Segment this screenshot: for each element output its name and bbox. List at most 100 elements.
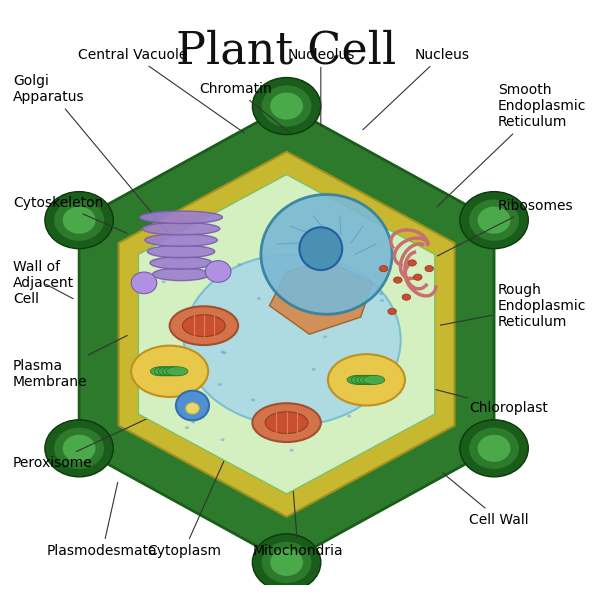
Ellipse shape [162,367,184,376]
Ellipse shape [177,356,181,359]
Ellipse shape [152,268,209,281]
Ellipse shape [328,354,405,406]
Ellipse shape [150,367,172,376]
Ellipse shape [154,367,176,376]
Ellipse shape [253,77,321,134]
Ellipse shape [261,194,392,314]
Ellipse shape [131,346,208,397]
Text: Plasma
Membrane: Plasma Membrane [13,335,127,389]
Ellipse shape [379,265,388,272]
Ellipse shape [347,415,351,418]
Ellipse shape [45,191,113,248]
Ellipse shape [469,427,520,470]
Ellipse shape [185,426,189,429]
Text: Ribosomes: Ribosomes [437,199,573,256]
Text: Nucleolus: Nucleolus [287,48,355,126]
Ellipse shape [152,259,157,262]
Ellipse shape [150,257,212,269]
Ellipse shape [425,265,433,272]
Ellipse shape [469,199,520,242]
Text: Cytoplasm: Cytoplasm [147,425,240,558]
Ellipse shape [142,223,220,235]
Ellipse shape [53,199,105,242]
Ellipse shape [323,335,327,338]
Ellipse shape [359,375,381,385]
Ellipse shape [460,420,528,477]
Ellipse shape [238,263,241,266]
Ellipse shape [379,292,383,295]
Ellipse shape [221,350,224,353]
Ellipse shape [299,227,342,270]
Ellipse shape [191,421,195,424]
Ellipse shape [292,313,296,316]
Ellipse shape [158,367,180,376]
Ellipse shape [293,423,297,426]
Ellipse shape [477,434,511,463]
Text: Plant Cell: Plant Cell [176,29,397,72]
Ellipse shape [408,260,416,266]
Text: Plasmodesmata: Plasmodesmata [47,482,158,558]
Text: Chloroplast: Chloroplast [401,380,548,415]
Ellipse shape [290,449,293,452]
Ellipse shape [45,420,113,477]
Ellipse shape [347,375,369,385]
Ellipse shape [145,234,217,247]
Ellipse shape [184,254,401,425]
Text: Smooth
Endoplasmic
Reticulum: Smooth Endoplasmic Reticulum [437,83,586,207]
Ellipse shape [221,438,224,441]
Ellipse shape [477,206,511,235]
Ellipse shape [351,375,373,385]
Polygon shape [119,152,455,517]
Ellipse shape [223,352,226,355]
Ellipse shape [269,548,304,577]
Ellipse shape [140,211,223,224]
Ellipse shape [311,368,316,371]
Ellipse shape [161,280,166,283]
Text: Golgi
Apparatus: Golgi Apparatus [13,74,168,232]
Ellipse shape [269,92,304,121]
Ellipse shape [253,403,321,442]
Ellipse shape [402,294,410,300]
Ellipse shape [265,412,308,433]
Ellipse shape [261,85,312,127]
Text: Wall of
Adjacent
Cell: Wall of Adjacent Cell [13,260,74,306]
Ellipse shape [170,306,238,345]
Text: Cytoskeleton: Cytoskeleton [13,196,127,233]
Ellipse shape [363,375,385,385]
Ellipse shape [413,274,422,280]
Ellipse shape [251,398,255,401]
Ellipse shape [209,322,214,325]
Ellipse shape [394,277,402,283]
Ellipse shape [53,427,105,470]
Ellipse shape [182,315,225,337]
Text: Mitochondria: Mitochondria [253,445,343,558]
Polygon shape [269,260,372,334]
Ellipse shape [156,272,160,274]
Ellipse shape [373,275,377,277]
Ellipse shape [205,260,231,283]
Ellipse shape [131,272,157,294]
Ellipse shape [148,245,215,258]
Text: Rough
Endoplasmic
Reticulum: Rough Endoplasmic Reticulum [440,283,586,329]
Ellipse shape [176,391,209,421]
Ellipse shape [380,299,384,302]
Ellipse shape [163,263,167,266]
Ellipse shape [166,367,188,376]
Polygon shape [139,175,435,494]
Ellipse shape [291,269,295,272]
Ellipse shape [62,206,96,235]
Ellipse shape [196,353,200,356]
Ellipse shape [257,297,261,300]
Ellipse shape [388,308,397,314]
Ellipse shape [261,541,312,584]
Ellipse shape [355,375,377,385]
Ellipse shape [278,421,283,423]
Text: Nucleus: Nucleus [363,48,470,130]
Ellipse shape [62,434,96,463]
Text: Central Vacuole: Central Vacuole [78,48,244,133]
Ellipse shape [294,430,298,433]
Text: Chromatin: Chromatin [199,82,290,133]
Ellipse shape [460,191,528,248]
Polygon shape [79,106,494,562]
Ellipse shape [185,403,199,414]
